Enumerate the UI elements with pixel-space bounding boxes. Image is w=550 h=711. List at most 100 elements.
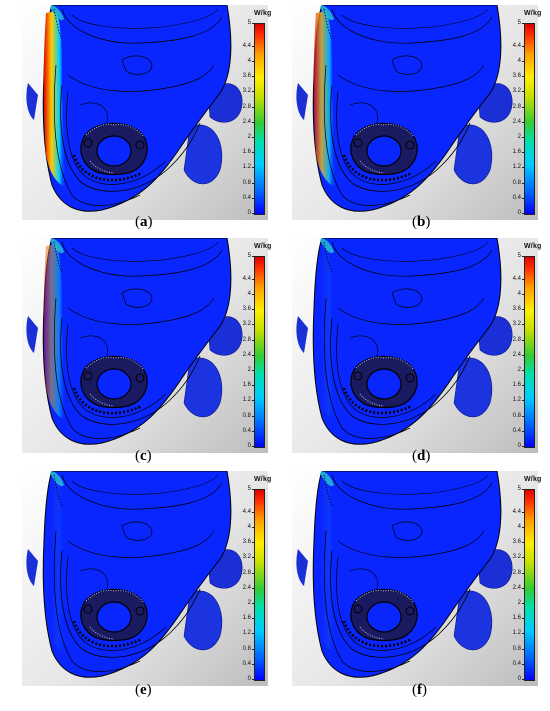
colorbar-tick-label: 0 xyxy=(517,676,521,682)
colorbar-tick-mark xyxy=(252,197,255,199)
colorbar-tick-mark xyxy=(522,430,525,432)
colorbar-tick-label: 4 xyxy=(517,291,521,297)
colorbar-tick-mark xyxy=(252,603,255,604)
colorbar-tick-label: 0 xyxy=(247,676,251,682)
colorbar-tick-mark xyxy=(522,370,525,371)
colorbar-tick-mark xyxy=(522,385,525,387)
panel-caption: (d) xyxy=(412,448,431,464)
colorbar-unit-label: W/kg xyxy=(524,476,542,483)
colorbar-tick-label: 3.6 xyxy=(512,306,521,313)
colorbar-tick-label: 0.4 xyxy=(242,427,251,434)
colorbar-tick-label: 4 xyxy=(247,58,251,64)
colorbar-tick-mark xyxy=(252,415,255,417)
colorbar-tick-mark xyxy=(522,309,525,311)
panel-caption: (b) xyxy=(412,214,431,230)
colorbar-tick-label: 3.2 xyxy=(512,554,521,561)
colorbar-tick-label: 3.2 xyxy=(242,321,251,328)
colorbar-tick-mark xyxy=(252,167,255,169)
colorbar-tick-mark xyxy=(252,633,255,635)
colorbar xyxy=(254,489,265,681)
colorbar-tick-label: 4.4 xyxy=(512,42,521,49)
colorbar-tick-label: 0 xyxy=(517,210,521,216)
colorbar-tick-label: 1.2 xyxy=(512,630,521,637)
colorbar-tick-mark xyxy=(522,197,525,199)
colorbar-tick-label: 3.6 xyxy=(242,539,251,546)
panel-caption: (e) xyxy=(135,682,152,698)
colorbar-tick-mark xyxy=(252,648,255,650)
colorbar-tick-mark xyxy=(522,76,525,78)
sar-head-render xyxy=(22,5,268,220)
colorbar-tick-label: 0.8 xyxy=(242,412,251,419)
panel-caption: (f) xyxy=(412,682,427,698)
colorbar-tick-mark xyxy=(522,557,525,559)
panel-d: W/kg 0 0.4 0.8 1.2 1.6 2 2.4 2.8 3.2 3.6 4 4.4 5 xyxy=(292,238,550,468)
colorbar-tick-mark xyxy=(252,370,255,371)
colorbar-tick-label: 4 xyxy=(247,524,251,530)
colorbar-tick-mark xyxy=(252,679,255,680)
panel-a: W/kg 0 0.4 0.8 1.2 1.6 2 2.4 2.8 3.2 3.6 4 4.4 5 xyxy=(22,5,282,235)
colorbar-tick-label: 3.6 xyxy=(512,73,521,80)
colorbar-tick-mark xyxy=(522,603,525,604)
colorbar-tick-label: 5 xyxy=(247,253,251,259)
colorbar-tick-label: 3.6 xyxy=(242,73,251,80)
colorbar-tick-label: 0.8 xyxy=(512,412,521,419)
colorbar-tick-mark xyxy=(522,446,525,447)
colorbar xyxy=(254,23,265,215)
colorbar-tick-mark xyxy=(252,309,255,311)
colorbar-tick-mark xyxy=(252,121,255,123)
colorbar-tick-label: 1.6 xyxy=(512,149,521,156)
colorbar-tick-mark xyxy=(522,23,525,24)
colorbar-tick-mark xyxy=(252,542,255,544)
colorbar-tick-label: 1.2 xyxy=(242,630,251,637)
colorbar-tick-label: 1.2 xyxy=(242,397,251,404)
colorbar-tick-mark xyxy=(522,167,525,169)
colorbar-tick-mark xyxy=(522,542,525,544)
colorbar-unit-label: W/kg xyxy=(524,243,542,250)
colorbar-tick-label: 1.6 xyxy=(242,382,251,389)
colorbar-tick-label: 0 xyxy=(247,443,251,449)
colorbar-tick-mark xyxy=(522,511,525,513)
colorbar xyxy=(254,256,265,448)
colorbar-tick-mark xyxy=(522,663,525,665)
colorbar-tick-mark xyxy=(252,23,255,24)
colorbar-tick-mark xyxy=(522,256,525,257)
colorbar-tick-mark xyxy=(252,61,255,62)
panel-c: W/kg 0 0.4 0.8 1.2 1.6 2 2.4 2.8 3.2 3.6 4 4.4 5 xyxy=(22,238,282,468)
colorbar-tick-mark xyxy=(252,278,255,280)
colorbar-tick-label: 2.4 xyxy=(512,351,521,358)
colorbar-tick-label: 0.8 xyxy=(512,645,521,652)
colorbar-tick-label: 4.4 xyxy=(242,42,251,49)
colorbar-tick-label: 4.4 xyxy=(242,275,251,282)
colorbar-tick-mark xyxy=(522,572,525,574)
colorbar-tick-label: 2.8 xyxy=(242,569,251,576)
colorbar xyxy=(524,256,535,448)
colorbar-tick-mark xyxy=(522,648,525,650)
colorbar-tick-mark xyxy=(522,61,525,62)
colorbar-tick-label: 5 xyxy=(247,20,251,26)
colorbar-tick-mark xyxy=(252,324,255,326)
colorbar-unit-label: W/kg xyxy=(254,10,272,17)
colorbar-tick-label: 2.4 xyxy=(242,351,251,358)
colorbar-tick-mark xyxy=(522,121,525,123)
colorbar-tick-label: 1.6 xyxy=(242,615,251,622)
colorbar-tick-label: 2.8 xyxy=(512,569,521,576)
colorbar-tick-mark xyxy=(252,557,255,559)
colorbar-tick-mark xyxy=(522,182,525,184)
panel-b: W/kg 0 0.4 0.8 1.2 1.6 2 2.4 2.8 3.2 3.6 4 4.4 5 xyxy=(292,5,550,235)
colorbar-tick-label: 4.4 xyxy=(242,508,251,515)
colorbar-tick-label: 3.6 xyxy=(242,306,251,313)
colorbar-tick-label: 0.4 xyxy=(512,194,521,201)
colorbar-tick-label: 2 xyxy=(517,367,521,373)
sar-head-render xyxy=(22,238,268,453)
colorbar-tick-label: 0.4 xyxy=(242,194,251,201)
colorbar-tick-mark xyxy=(252,511,255,513)
colorbar-tick-label: 2.4 xyxy=(512,118,521,125)
colorbar-tick-mark xyxy=(522,489,525,490)
colorbar-tick-label: 0.8 xyxy=(242,645,251,652)
colorbar-tick-label: 2 xyxy=(247,134,251,140)
colorbar-tick-label: 1.6 xyxy=(242,149,251,156)
colorbar-tick-label: 5 xyxy=(517,486,521,492)
colorbar-tick-label: 2.4 xyxy=(242,118,251,125)
colorbar-tick-mark xyxy=(522,679,525,680)
colorbar-tick-mark xyxy=(252,354,255,356)
